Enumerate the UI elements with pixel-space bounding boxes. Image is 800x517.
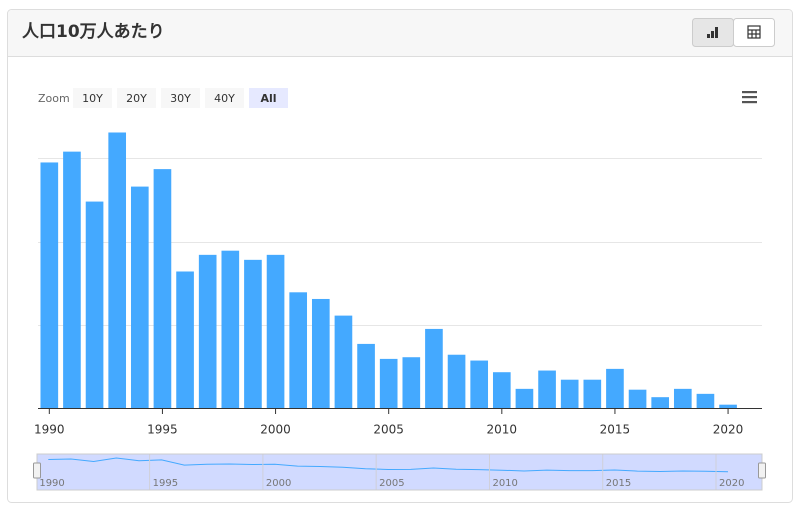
navigator-line (48, 457, 729, 473)
zoom-button-label: 40Y (214, 92, 235, 105)
navigator-tick-label: 1995 (153, 478, 178, 489)
x-tick-label: 1990 (34, 423, 65, 437)
bar (334, 315, 353, 408)
zoom-button[interactable] (117, 88, 156, 108)
navigator-tick-label: 1990 (39, 478, 64, 489)
card-header (8, 10, 792, 56)
bar (628, 389, 647, 408)
bar (379, 358, 398, 408)
bar (311, 298, 330, 408)
zoom-button-label: 30Y (170, 92, 191, 105)
bar (130, 186, 149, 408)
navigator-tick-label: 2005 (379, 478, 404, 489)
zoom-button[interactable] (161, 88, 200, 108)
navigator-tick-label: 2000 (266, 478, 291, 489)
navigator-tick-label: 2020 (719, 478, 744, 489)
zoom-button-label: 20Y (126, 92, 147, 105)
bar (176, 271, 194, 408)
bar (425, 328, 443, 408)
bar (221, 250, 240, 408)
bar (85, 201, 104, 408)
bar (673, 388, 692, 408)
bar (198, 254, 217, 408)
navigator-tick-label: 2015 (606, 478, 631, 489)
bar (515, 388, 534, 408)
x-tick-label: 2015 (600, 423, 631, 437)
bar (63, 151, 81, 408)
navigator-tick-label: 2010 (492, 478, 517, 489)
bar (289, 292, 308, 408)
zoom-button[interactable] (73, 88, 112, 108)
zoom-button[interactable] (249, 88, 288, 108)
bar (538, 370, 556, 408)
chart-title: 人口10万人あたり (22, 22, 165, 42)
bar (492, 372, 511, 408)
bar (447, 354, 466, 408)
bar (40, 162, 59, 408)
table-view-button[interactable] (733, 18, 775, 47)
bar (266, 254, 285, 408)
bar (560, 379, 579, 408)
chart-icon (707, 27, 718, 38)
bar (606, 368, 624, 408)
zoom-button-label: 10Y (82, 92, 103, 105)
x-tick-label: 2005 (373, 423, 404, 437)
bar (719, 404, 737, 408)
x-tick-label: 1995 (147, 423, 178, 437)
bar (244, 259, 262, 408)
bar (470, 360, 489, 408)
navigator: 1990 1995 2000 2005 2010 2015 2020 (37, 454, 762, 490)
navigator-handle[interactable] (758, 462, 766, 479)
bar (651, 397, 670, 408)
bar (583, 379, 602, 408)
x-tick-label: 2010 (487, 423, 518, 437)
zoom-button-label: All (260, 92, 276, 105)
table-icon (747, 25, 761, 39)
menu-button[interactable] (742, 91, 757, 104)
bar (696, 393, 715, 408)
zoom-button[interactable] (205, 88, 244, 108)
x-tick-label: 2000 (260, 423, 291, 437)
navigator-handle[interactable] (33, 462, 41, 479)
bar (402, 357, 421, 408)
bar (108, 132, 127, 408)
zoom-label: Zoom (38, 92, 70, 105)
x-tick-label: 2020 (713, 423, 744, 437)
bar (153, 169, 172, 408)
bar (357, 343, 375, 408)
